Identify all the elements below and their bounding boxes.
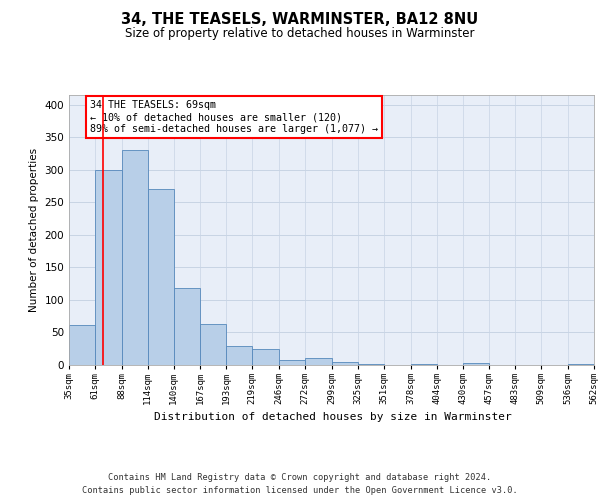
Bar [279, 360, 305, 365]
Bar [95, 170, 122, 365]
Text: Distribution of detached houses by size in Warminster: Distribution of detached houses by size … [154, 412, 512, 422]
Text: 34 THE TEASELS: 69sqm
← 10% of detached houses are smaller (120)
89% of semi-det: 34 THE TEASELS: 69sqm ← 10% of detached … [90, 100, 378, 134]
Bar [122, 150, 148, 365]
Bar [226, 346, 253, 365]
Text: 34, THE TEASELS, WARMINSTER, BA12 8NU: 34, THE TEASELS, WARMINSTER, BA12 8NU [121, 12, 479, 28]
Bar [332, 362, 358, 365]
Text: Size of property relative to detached houses in Warminster: Size of property relative to detached ho… [125, 28, 475, 40]
Text: Contains HM Land Registry data © Crown copyright and database right 2024.: Contains HM Land Registry data © Crown c… [109, 472, 491, 482]
Bar [253, 348, 279, 365]
Bar [410, 364, 437, 365]
Bar [148, 190, 173, 365]
Bar [568, 364, 594, 365]
Bar [305, 358, 332, 365]
Y-axis label: Number of detached properties: Number of detached properties [29, 148, 39, 312]
Bar [200, 324, 226, 365]
Bar [173, 288, 200, 365]
Text: Contains public sector information licensed under the Open Government Licence v3: Contains public sector information licen… [82, 486, 518, 495]
Bar [69, 324, 95, 365]
Bar [463, 363, 490, 365]
Bar [358, 364, 384, 365]
